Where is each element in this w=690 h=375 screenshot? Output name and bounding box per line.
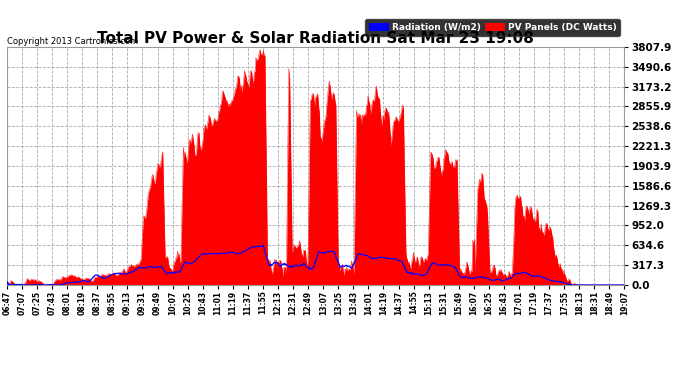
Title: Total PV Power & Solar Radiation Sat Mar 23 19:08: Total PV Power & Solar Radiation Sat Mar… bbox=[97, 31, 534, 46]
Text: Copyright 2013 Cartronics.com: Copyright 2013 Cartronics.com bbox=[7, 38, 138, 46]
Legend: Radiation (W/m2), PV Panels (DC Watts): Radiation (W/m2), PV Panels (DC Watts) bbox=[366, 19, 620, 36]
